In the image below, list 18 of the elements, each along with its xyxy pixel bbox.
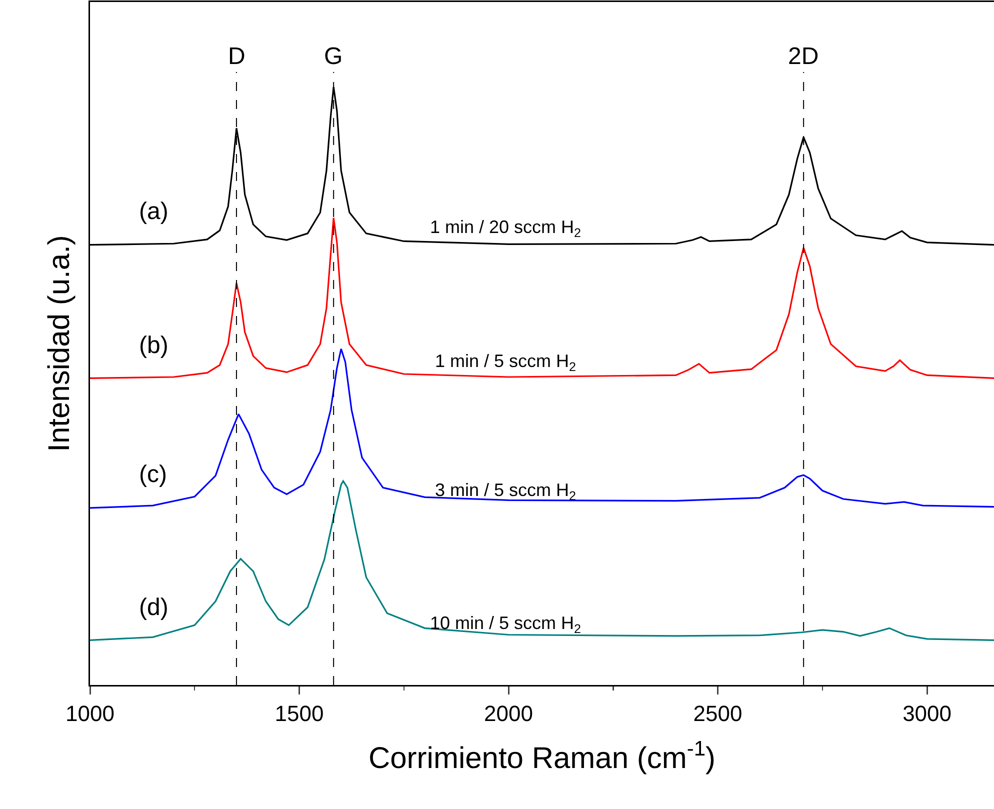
x-tick-label: 2000 bbox=[484, 700, 533, 726]
x-tick-label: 1000 bbox=[66, 700, 114, 726]
ref-line-label: G bbox=[324, 43, 343, 70]
x-axis-title: Corrimiento Raman (cm$^{-1}$) bbox=[368, 738, 716, 776]
x-tick-label: 3000 bbox=[902, 700, 952, 726]
y-axis-title: Intensidad (u.a.) bbox=[42, 235, 76, 452]
annotation: 3 min / 5 sccm H$_{2}$ bbox=[435, 480, 576, 503]
ref-line-label: D bbox=[228, 43, 246, 70]
ref-line-label: 2D bbox=[788, 43, 819, 70]
annotation: (a) bbox=[139, 198, 168, 225]
annotation: 1 min / 5 sccm H$_{2}$ bbox=[435, 351, 576, 374]
annotation: 10 min / 5 sccm H$_{2}$ bbox=[430, 613, 582, 636]
x-tick-label: 2500 bbox=[693, 700, 742, 726]
x-tick-label: 1500 bbox=[274, 700, 324, 726]
annotation: (b) bbox=[139, 332, 168, 359]
annotation: (d) bbox=[139, 594, 168, 621]
annotation: (c) bbox=[139, 461, 167, 488]
annotation: 1 min / 20 sccm H$_{2}$ bbox=[430, 217, 582, 240]
